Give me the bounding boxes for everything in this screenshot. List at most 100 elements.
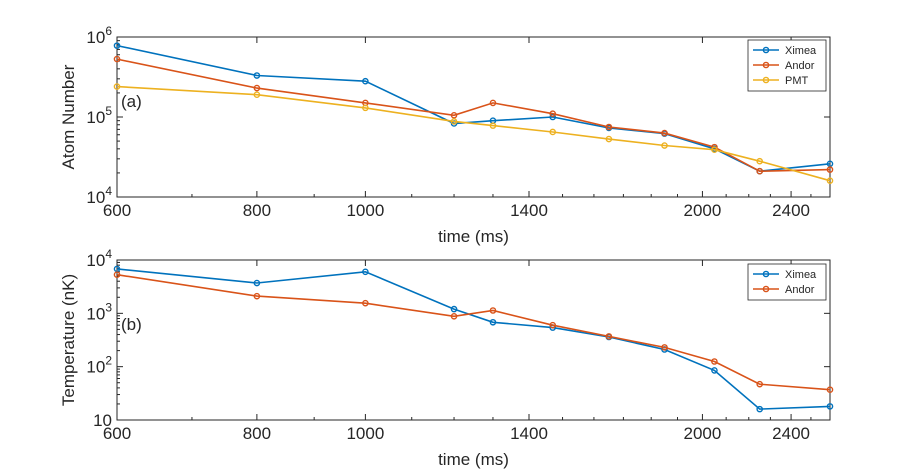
- y-tick-label: 102: [86, 354, 112, 377]
- data-point: [826, 403, 834, 410]
- series-andor: [113, 55, 834, 175]
- y-tick-base: 10: [93, 411, 112, 430]
- x-tick-label: 800: [243, 201, 271, 220]
- data-point: [362, 299, 369, 307]
- y-tick-label: 105: [86, 104, 112, 127]
- y-tick-label: 104: [86, 247, 112, 270]
- legend-box: [747, 263, 827, 301]
- data-point: [362, 104, 369, 112]
- x-tick-label: 600: [103, 201, 131, 220]
- x-tick-label: 800: [243, 424, 271, 443]
- data-point: [450, 112, 458, 119]
- y-tick-base: 10: [86, 358, 105, 377]
- data-point: [605, 135, 613, 143]
- legend-swatch-marker: [762, 61, 770, 69]
- data-point: [826, 166, 834, 173]
- data-point: [826, 386, 834, 393]
- x-tick-label: 1000: [346, 201, 384, 220]
- data-point: [826, 177, 834, 184]
- data-point: [605, 333, 613, 340]
- x-tick-label: 1000: [346, 424, 384, 443]
- data-point: [711, 367, 718, 374]
- data-point: [253, 279, 261, 287]
- y-tick-exponent: 5: [105, 104, 112, 118]
- plot-frame: [116, 259, 831, 421]
- y-tick-exponent: 3: [105, 300, 112, 314]
- legend-swatch-marker: [762, 76, 770, 84]
- data-point: [450, 312, 458, 320]
- data-point: [605, 123, 613, 131]
- data-point: [489, 99, 497, 107]
- data-point: [711, 358, 718, 365]
- series-ximea: [113, 265, 834, 413]
- data-point: [549, 110, 557, 117]
- data-point: [756, 405, 763, 413]
- data-point: [450, 305, 458, 313]
- data-point: [253, 91, 261, 98]
- series-line: [116, 268, 831, 410]
- y-tick-label: 104: [86, 184, 112, 207]
- series-line: [116, 58, 831, 173]
- data-point: [253, 72, 261, 79]
- legend-swatch-marker: [762, 285, 770, 293]
- x-tick-label: 2000: [684, 201, 722, 220]
- data-point: [113, 271, 121, 279]
- x-tick-label: 2000: [684, 424, 722, 443]
- x-tick-label: 1400: [510, 201, 548, 220]
- x-tick-label: 2400: [772, 424, 810, 443]
- x-tick-label: 1400: [510, 424, 548, 443]
- data-point: [113, 55, 121, 63]
- y-tick-label: 106: [86, 24, 112, 47]
- series-line: [116, 85, 831, 182]
- legend: Ximea Andor: [747, 263, 827, 301]
- data-point: [450, 118, 458, 125]
- data-point: [253, 84, 261, 92]
- series-pmt: [113, 83, 834, 184]
- x-tick-label: 600: [103, 424, 131, 443]
- data-point: [661, 142, 668, 149]
- data-point: [489, 307, 497, 314]
- x-axis-title: time (ms): [438, 227, 509, 246]
- y-tick-base: 10: [86, 251, 105, 270]
- y-tick-exponent: 6: [105, 24, 112, 38]
- legend-entry: Ximea: [785, 45, 817, 57]
- data-point: [756, 167, 763, 175]
- y-tick-base: 10: [86, 188, 105, 207]
- legend-entry: PMT: [785, 75, 809, 87]
- series-andor: [113, 271, 834, 393]
- data-point: [489, 318, 497, 326]
- data-point: [661, 344, 668, 351]
- y-tick-base: 10: [86, 304, 105, 323]
- data-point: [253, 292, 261, 300]
- data-point: [113, 42, 121, 49]
- panel-label: (a): [121, 92, 142, 111]
- y-tick-exponent: 4: [105, 184, 112, 198]
- data-point: [489, 122, 497, 129]
- data-point: [549, 128, 557, 136]
- legend-entry: Andor: [785, 60, 815, 72]
- data-point: [756, 380, 763, 388]
- x-tick-label: 2400: [772, 201, 810, 220]
- legend-entry: Ximea: [785, 269, 817, 281]
- y-tick-base: 10: [86, 28, 105, 47]
- data-point: [362, 77, 369, 85]
- data-point: [549, 321, 557, 329]
- series-line: [116, 273, 831, 391]
- legend-swatch-marker: [762, 46, 770, 54]
- panel-label: (b): [121, 315, 142, 334]
- y-tick-label: 10: [93, 411, 112, 430]
- data-point: [113, 83, 121, 90]
- x-axis-title: time (ms): [438, 450, 509, 469]
- series-line: [116, 44, 831, 173]
- y-axis-title: Atom Number: [59, 64, 78, 169]
- data-point: [711, 146, 718, 154]
- y-tick-base: 10: [86, 108, 105, 127]
- data-point: [661, 129, 668, 137]
- y-tick-exponent: 4: [105, 247, 112, 261]
- data-point: [362, 268, 369, 276]
- y-tick-exponent: 2: [105, 354, 112, 368]
- legend-entry: Andor: [785, 284, 815, 296]
